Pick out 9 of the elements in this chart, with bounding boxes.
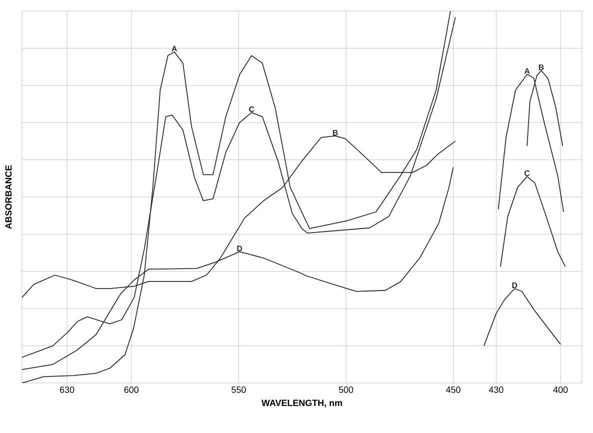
x-tick-label: 450 xyxy=(446,386,460,393)
x-tick-label: 500 xyxy=(338,386,354,393)
x-tick-label: 600 xyxy=(124,386,139,393)
x-tick-label: 630 xyxy=(60,386,74,393)
x-axis-title: WAVELENGTH, nm xyxy=(261,400,342,408)
x-tick-label: 400 xyxy=(553,386,568,393)
y-axis-title: ABSORBANCE xyxy=(5,165,12,229)
x-tick-label: 550 xyxy=(232,386,246,393)
x-tick-label: 430 xyxy=(488,386,504,393)
